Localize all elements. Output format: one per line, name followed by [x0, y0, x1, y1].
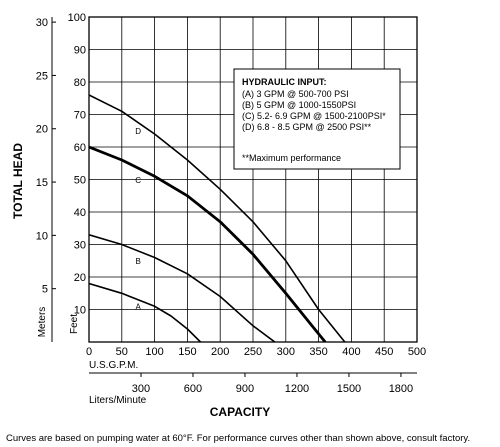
curve-label-b: B [136, 257, 141, 266]
x-tick-label: 350 [309, 346, 327, 358]
y2-tick-label: 30 [36, 17, 48, 29]
curve-label-d: D [135, 127, 141, 136]
x-tick-label: 0 [86, 346, 92, 358]
y2-tick-label: 25 [36, 70, 48, 82]
legend-item-d: (D) 6.8 - 8.5 GPM @ 2500 PSI** [242, 122, 372, 132]
x-tick-label: 250 [244, 346, 262, 358]
y-tick-label: 60 [74, 142, 86, 154]
legend-item-a: (A) 3 GPM @ 500-700 PSI [242, 89, 349, 99]
x-tick-label: 200 [211, 346, 229, 358]
legend-item-b: (B) 5 GPM @ 1000-1550PSI [242, 100, 356, 110]
curves: A B C D [89, 94, 346, 342]
y-tick-label: 100 [68, 12, 86, 24]
x-tick-label: 450 [375, 346, 393, 358]
y2-tick-label: 10 [36, 230, 48, 242]
legend-title: HYDRAULIC INPUT: [242, 77, 327, 87]
y2-unit-label: Meters [37, 307, 48, 338]
y2-tick-label: 15 [36, 177, 48, 189]
x2-axis-title: Liters/Minute [89, 395, 147, 406]
y-axis-title: TOTAL HEAD [11, 143, 25, 219]
curve-label-c: C [135, 176, 141, 185]
x-tick-label: 300 [277, 346, 295, 358]
curve-b [89, 234, 277, 342]
legend-note: **Maximum performance [242, 153, 341, 163]
x2-tick-label: 300 [132, 383, 150, 395]
curve-d [89, 94, 346, 342]
y2-tick-label: 5 [42, 284, 48, 296]
y2-tick-label: 20 [36, 124, 48, 136]
x-tick-label: 150 [178, 346, 196, 358]
y-tick-label: 40 [74, 207, 86, 219]
x2-tick-label: 900 [236, 383, 254, 395]
footnote: Curves are based on pumping water at 60°… [6, 433, 470, 444]
curve-c [89, 145, 327, 342]
y-tick-label: 20 [74, 272, 86, 284]
x-axis-title: CAPACITY [210, 405, 270, 419]
x2-tick-label: 1500 [337, 383, 361, 395]
plot-frame [88, 16, 418, 343]
x-tick-label: 100 [145, 346, 163, 358]
y-tick-label: 80 [74, 77, 86, 89]
x2-tick-label: 1200 [285, 383, 309, 395]
x-tick-label: 50 [116, 346, 128, 358]
axes: 10 20 30 40 50 60 70 80 90 100 0 50 100 150 200 250 300 3… [36, 12, 426, 395]
y-tick-label: 50 [74, 175, 86, 187]
legend-box: HYDRAULIC INPUT: (A) 3 GPM @ 500-700 PSI… [233, 68, 401, 170]
y-tick-label: 70 [74, 110, 86, 122]
y-tick-label: 90 [74, 45, 86, 57]
x-tick-label: 500 [408, 346, 426, 358]
curve-a [89, 282, 202, 342]
x2-tick-label: 600 [184, 383, 202, 395]
y-unit-label: Feet [69, 314, 80, 334]
curve-label-a: A [136, 303, 142, 312]
x-unit-label: U.S.G.P.M. [89, 360, 138, 371]
legend-item-c: (C) 5.2- 6.9 GPM @ 1500-2100PSI* [242, 111, 386, 121]
legend-frame [233, 68, 401, 170]
x2-tick-label: 1800 [389, 383, 413, 395]
y-tick-label: 10 [74, 305, 86, 317]
x-tick-label: 400 [342, 346, 360, 358]
y-tick-label: 30 [74, 240, 86, 252]
